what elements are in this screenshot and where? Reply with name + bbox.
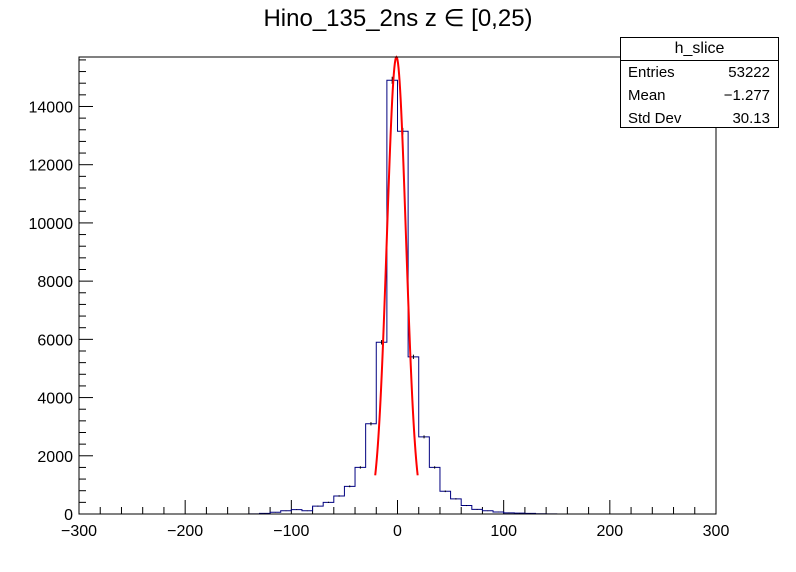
x-tick-label: 200 bbox=[596, 523, 623, 540]
x-tick-label: −300 bbox=[61, 523, 97, 540]
stats-key: Entries bbox=[628, 64, 675, 81]
x-tick-label: −200 bbox=[167, 523, 203, 540]
x-tick-label: 0 bbox=[393, 523, 402, 540]
stats-value: 30.13 bbox=[732, 110, 770, 127]
gaussian-fit-curve bbox=[374, 55, 419, 476]
y-tick-label: 4000 bbox=[37, 391, 73, 408]
stats-key: Std Dev bbox=[628, 110, 682, 127]
y-tick-label: 12000 bbox=[29, 158, 74, 175]
stats-row-entries: Entries 53222 bbox=[621, 61, 778, 84]
x-tick-label: 100 bbox=[490, 523, 517, 540]
stats-value: −1.277 bbox=[723, 87, 770, 104]
x-tick-label: 300 bbox=[703, 523, 730, 540]
histogram-outline bbox=[79, 79, 716, 515]
x-tick-labels: −300 −200 −100 0 100 200 300 bbox=[61, 523, 729, 540]
axis-ticks bbox=[78, 59, 717, 515]
y-tick-label: 14000 bbox=[29, 99, 74, 116]
y-tick-label: 10000 bbox=[29, 216, 74, 233]
stats-box-name: h_slice bbox=[621, 38, 778, 61]
y-tick-label: 6000 bbox=[37, 332, 73, 349]
chart-title: Hino_135_2ns z ∈ [0,25) bbox=[263, 5, 533, 32]
stats-value: 53222 bbox=[728, 64, 770, 81]
stats-key: Mean bbox=[628, 87, 666, 104]
stats-box: h_slice Entries 53222 Mean −1.277 Std De… bbox=[620, 37, 779, 128]
plot-frame bbox=[78, 56, 717, 515]
x-tick-label: −100 bbox=[273, 523, 309, 540]
stats-row-mean: Mean −1.277 bbox=[621, 84, 778, 107]
y-tick-label: 8000 bbox=[37, 274, 73, 291]
y-tick-label: 0 bbox=[64, 507, 73, 524]
stats-row-stddev: Std Dev 30.13 bbox=[621, 107, 778, 130]
histogram-bins bbox=[253, 76, 552, 514]
y-tick-label: 2000 bbox=[37, 449, 73, 466]
y-tick-labels: 0 2000 4000 6000 8000 10000 12000 14000 bbox=[29, 99, 74, 524]
